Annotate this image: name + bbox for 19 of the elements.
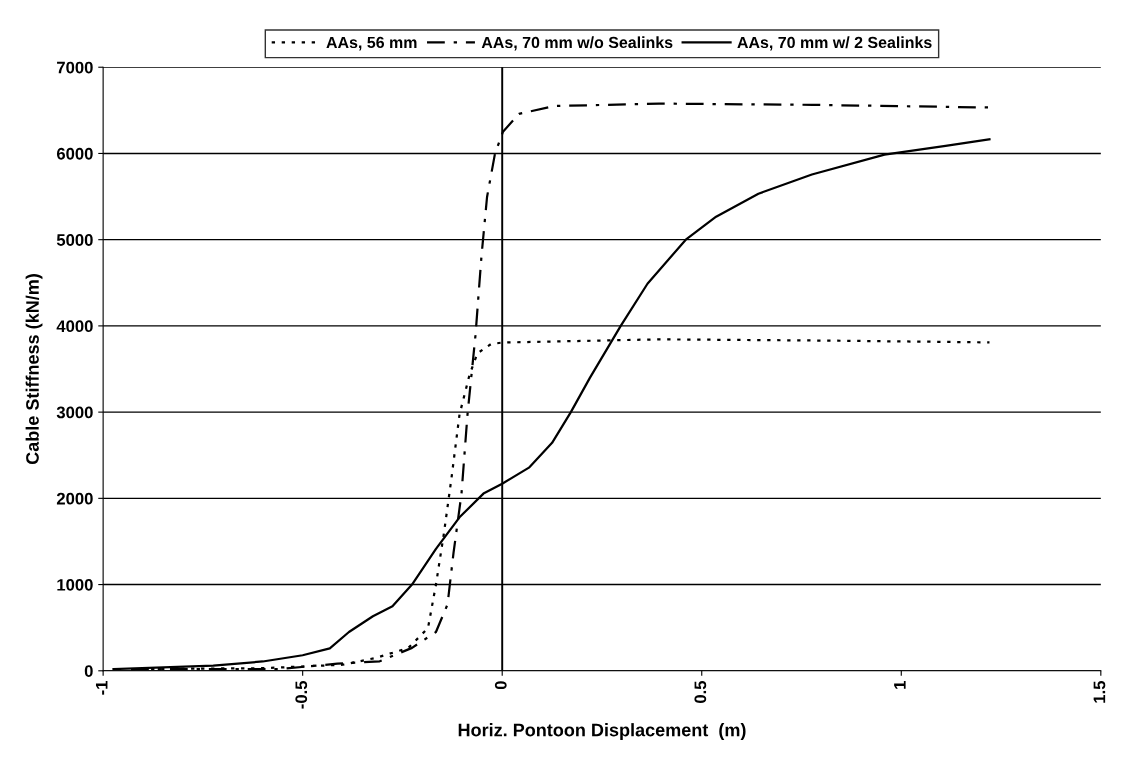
legend-label: AAs, 70 mm w/o Sealinks xyxy=(481,36,673,51)
x-tick-label: -1 xyxy=(95,680,108,695)
y-tick-label: 2000 xyxy=(56,492,93,505)
legend-label: AAs, 70 mm w/ 2 Sealinks xyxy=(737,36,932,51)
y-tick-label: 6000 xyxy=(56,147,93,160)
x-tick-label: 1 xyxy=(894,680,906,689)
legend-label: AAs, 56 mm xyxy=(326,36,417,51)
x-tick-label: 0 xyxy=(494,681,507,690)
y-tick-label: 4000 xyxy=(56,320,93,333)
y-tick-label: 7000 xyxy=(57,61,93,74)
x-tick-label: -0.5 xyxy=(295,680,308,709)
y-tick-label: 3000 xyxy=(56,406,93,419)
x-tick-label: 1.5 xyxy=(1093,680,1106,703)
x-tick-label: 0.5 xyxy=(694,680,707,704)
x-axis-title: Horiz. Pontoon Displacement (m) xyxy=(458,723,746,740)
y-axis-title: Cable Stiffness (kN/m) xyxy=(25,274,43,465)
y-tick-label: 0 xyxy=(84,665,93,677)
y-tick-label: 5000 xyxy=(56,234,93,246)
y-tick-label: 1000 xyxy=(57,578,93,591)
